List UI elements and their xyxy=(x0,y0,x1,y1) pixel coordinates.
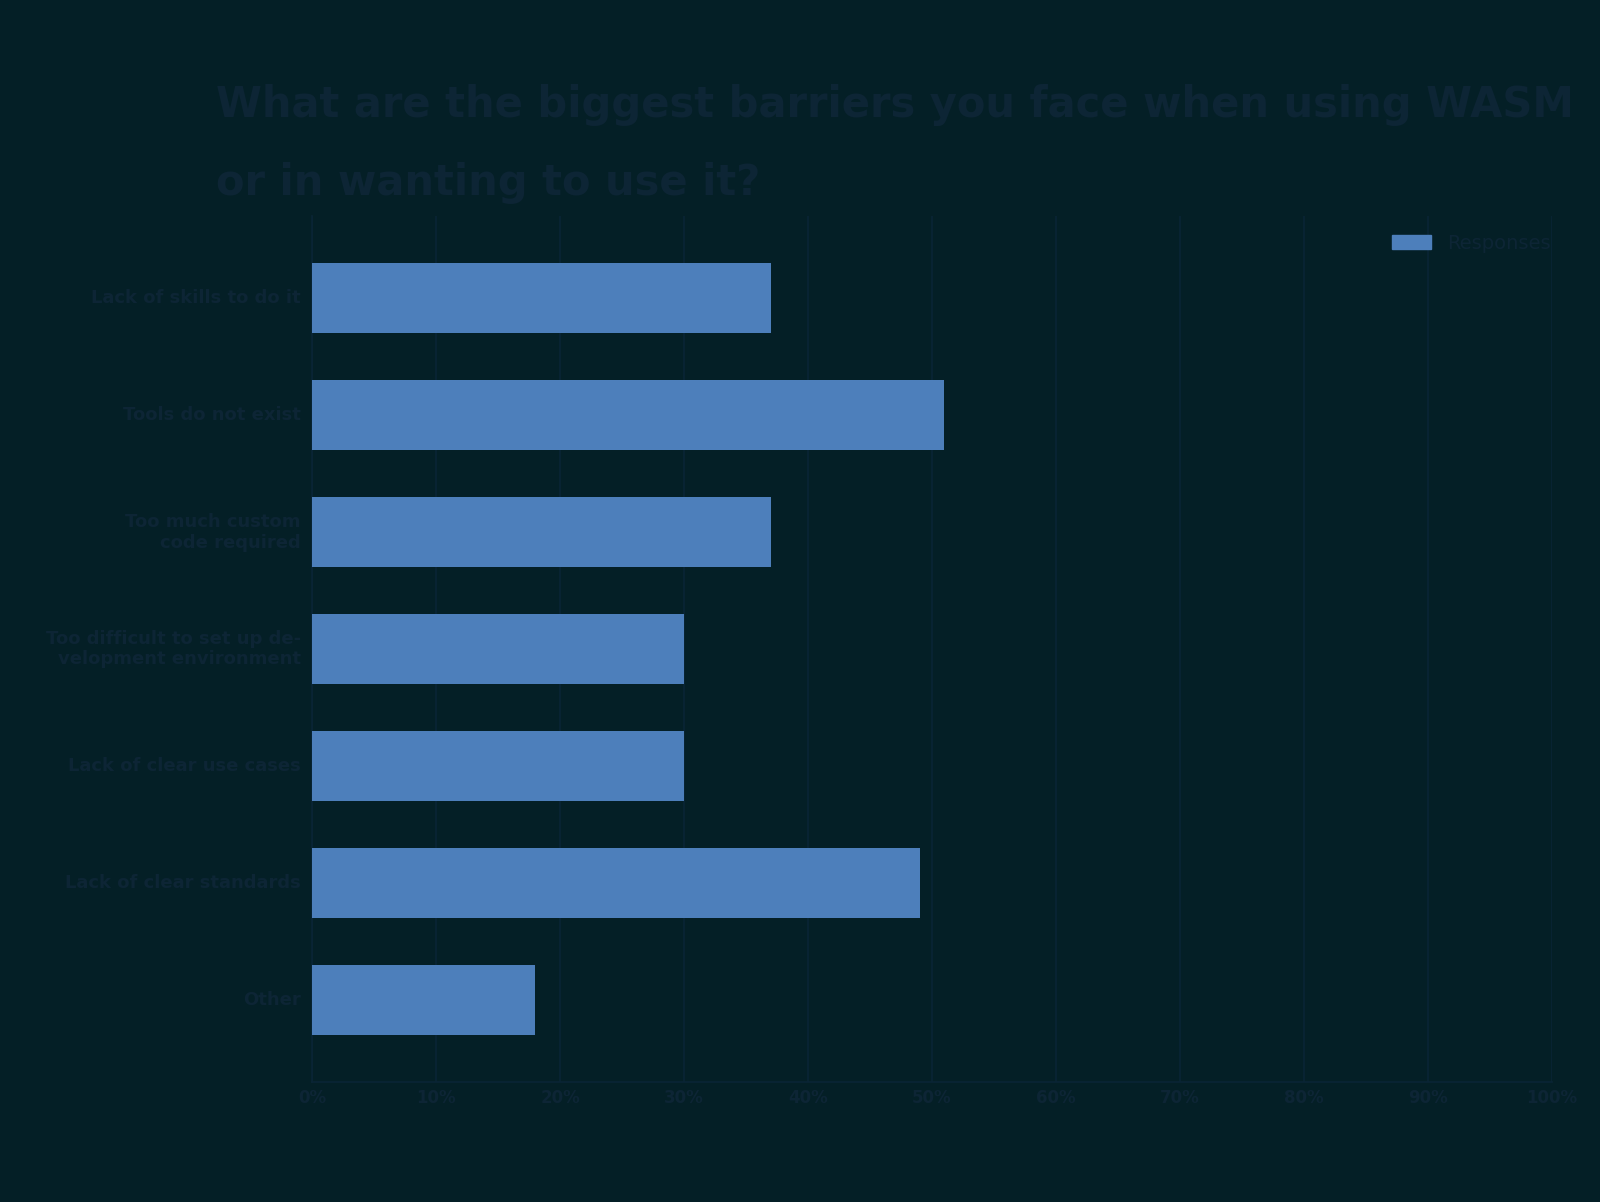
Bar xyxy=(312,498,771,567)
Bar xyxy=(312,965,534,1035)
Bar xyxy=(312,380,944,451)
Text: or in wanting to use it?: or in wanting to use it? xyxy=(216,162,760,204)
Bar xyxy=(312,847,920,918)
Legend: Responses: Responses xyxy=(1384,226,1558,261)
Bar xyxy=(312,731,685,801)
Text: What are the biggest barriers you face when using WASM: What are the biggest barriers you face w… xyxy=(216,84,1574,126)
Bar xyxy=(312,263,771,333)
Bar xyxy=(312,614,685,684)
